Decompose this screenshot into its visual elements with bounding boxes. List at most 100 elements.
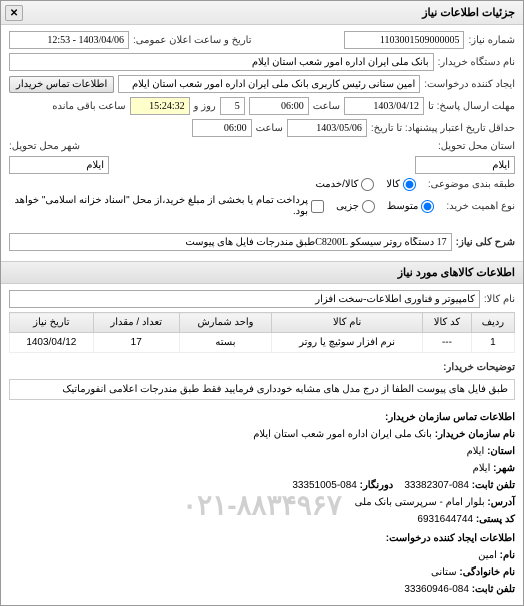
close-button[interactable]: ✕ xyxy=(5,5,23,21)
importance-partial-label: جزیی xyxy=(336,201,359,212)
situation-service-radio[interactable]: کالا/خدمت xyxy=(315,178,374,191)
buyer-device-label: نام دستگاه خریدار: xyxy=(438,57,515,68)
situation-service-input[interactable] xyxy=(361,178,374,191)
validity-date-input[interactable] xyxy=(287,119,367,137)
delivery-location-label: استان محل تحویل: xyxy=(438,141,515,152)
contact-province-label: استان: xyxy=(487,446,515,457)
validity-time-input[interactable] xyxy=(192,119,252,137)
delivery-city-input[interactable] xyxy=(9,156,109,174)
announce-date-input[interactable] xyxy=(9,31,129,49)
need-number-label: شماره نیاز: xyxy=(468,35,515,46)
col-name: نام کالا xyxy=(272,313,423,333)
contact-info-button[interactable]: اطلاعات تماس خریدار xyxy=(9,76,114,93)
creator-name-row: نام: امین xyxy=(9,548,515,564)
importance-medium-label: متوسط xyxy=(387,201,418,212)
cell-name: نرم افزار سوئیچ یا روتر xyxy=(272,333,423,353)
contact-org-value: بانک ملی ایران اداره امور شعب استان ایلا… xyxy=(253,429,432,440)
need-title-label: شرح کلی نیاز: xyxy=(456,237,515,248)
request-creator-label: ایجاد کننده درخواست: xyxy=(424,79,515,90)
row-importance: نوع اهمیت خرید: متوسط جزیی پرداخت تمام ی… xyxy=(9,195,515,217)
col-qty: تعداد / مقدار xyxy=(93,313,179,333)
cell-code: --- xyxy=(423,333,472,353)
response-remaining-label: ساعت باقی مانده xyxy=(52,101,125,112)
col-date: تاریخ نیاز xyxy=(10,313,94,333)
contact-section: ۰۲۱-۸۸۳۴۹۶۷ اطلاعات تماس سازمان خریدار: … xyxy=(1,404,523,605)
importance-partial-radio[interactable]: جزیی xyxy=(336,200,375,213)
creator-family-row: نام خانوادگی: ستانی xyxy=(9,565,515,581)
contact-city-label: شهر: xyxy=(493,463,515,474)
row-delivery-location: استان محل تحویل: شهر محل تحویل: xyxy=(9,141,515,152)
response-date-input[interactable] xyxy=(344,97,424,115)
contact-postal-row: کد پستی: 6931644744 xyxy=(9,512,515,528)
situation-goods-label: کالا xyxy=(386,179,400,190)
row-response-deadline: مهلت ارسال پاسخ: تا ساعت روز و ساعت باقی… xyxy=(9,97,515,115)
notes-label: توضیحات خریدار: xyxy=(443,362,515,373)
creator-tel-value: 084-33360946 xyxy=(404,584,469,595)
request-creator-input[interactable] xyxy=(118,75,420,93)
response-days-input[interactable] xyxy=(220,97,245,115)
importance-partial-input[interactable] xyxy=(362,200,375,213)
payment-checkbox-group[interactable]: پرداخت تمام یا بخشی از مبلغ خرید،از محل … xyxy=(9,195,324,217)
response-remaining-input[interactable] xyxy=(130,97,190,115)
contact-province-row: استان: ایلام xyxy=(9,444,515,460)
contact-fax-label: دورنگار: xyxy=(360,480,394,491)
contact-address-label: آدرس: xyxy=(487,497,515,508)
situation-label: طبقه بندی موضوعی: xyxy=(428,179,515,190)
col-row: ردیف xyxy=(471,313,514,333)
payment-checkbox[interactable] xyxy=(311,200,324,213)
cell-unit: بسته xyxy=(179,333,271,353)
row-need-title: شرح کلی نیاز: xyxy=(9,233,515,251)
contact-phone-row: تلفن ثابت: 084-33382307 دورنگار: 084-333… xyxy=(9,478,515,494)
goods-table: ردیف کد کالا نام کالا واحد شمارش تعداد /… xyxy=(9,312,515,353)
delivery-city-label: شهر محل تحویل: xyxy=(9,141,80,152)
contact-org-label: نام سازمان خریدار: xyxy=(435,429,515,440)
creator-tel-label: تلفن ثابت: xyxy=(472,584,515,595)
situation-goods-radio[interactable]: کالا xyxy=(386,178,416,191)
contact-address-value: بلوار امام - سرپرستی بانک ملی xyxy=(355,497,485,508)
dialog-header: جزئیات اطلاعات نیاز ✕ xyxy=(1,1,523,25)
row-need-number: شماره نیاز: تاریخ و ساعت اعلان عمومی: xyxy=(9,31,515,49)
table-row: 1 --- نرم افزار سوئیچ یا روتر بسته 17 14… xyxy=(10,333,515,353)
cell-qty: 17 xyxy=(93,333,179,353)
contact-city-value: ایلام xyxy=(473,463,491,474)
details-dialog: جزئیات اطلاعات نیاز ✕ شماره نیاز: تاریخ … xyxy=(0,0,524,606)
row-situation: طبقه بندی موضوعی: کالا کالا/خدمت xyxy=(9,178,515,191)
goods-table-header-row: ردیف کد کالا نام کالا واحد شمارش تعداد /… xyxy=(10,313,515,333)
buyer-device-input[interactable] xyxy=(9,53,434,71)
contact-header: اطلاعات تماس سازمان خریدار: xyxy=(9,410,515,426)
row-validity: حداقل تاریخ اعتبار پیشنهاد: تا تاریخ: سا… xyxy=(9,119,515,137)
contact-org-row: نام سازمان خریدار: بانک ملی ایران اداره … xyxy=(9,427,515,443)
contact-info: اطلاعات تماس سازمان خریدار: نام سازمان خ… xyxy=(9,410,515,598)
payment-note-label: پرداخت تمام یا بخشی از مبلغ خرید،از محل … xyxy=(9,195,308,217)
contact-phone-value: 084-33382307 xyxy=(404,480,469,491)
situation-goods-input[interactable] xyxy=(403,178,416,191)
form-section: شماره نیاز: تاریخ و ساعت اعلان عمومی: نا… xyxy=(1,25,523,261)
response-time-input[interactable] xyxy=(249,97,309,115)
dialog-title: جزئیات اطلاعات نیاز xyxy=(422,7,515,19)
creator-header: اطلاعات ایجاد کننده درخواست: xyxy=(9,531,515,547)
creator-family-label: نام خانوادگی: xyxy=(459,567,515,578)
contact-postal-label: کد پستی: xyxy=(476,514,515,525)
contact-phone-label: تلفن ثابت: xyxy=(472,480,515,491)
cell-idx: 1 xyxy=(471,333,514,353)
goods-section: نام کالا: ردیف کد کالا نام کالا واحد شما… xyxy=(1,284,523,359)
importance-medium-input[interactable] xyxy=(421,200,434,213)
need-number-input[interactable] xyxy=(344,31,464,49)
col-code: کد کالا xyxy=(423,313,472,333)
response-deadline-label: مهلت ارسال پاسخ: تا xyxy=(428,101,515,112)
goods-category-label: نام کالا: xyxy=(484,294,515,305)
contact-postal-value: 6931644744 xyxy=(417,514,473,525)
importance-medium-radio[interactable]: متوسط xyxy=(387,200,434,213)
goods-section-header: اطلاعات کالاهای مورد نیاز xyxy=(1,261,523,284)
row-request-creator: ایجاد کننده درخواست: اطلاعات تماس خریدار xyxy=(9,75,515,93)
delivery-province-input[interactable] xyxy=(415,156,515,174)
col-unit: واحد شمارش xyxy=(179,313,271,333)
validity-label: حداقل تاریخ اعتبار پیشنهاد: تا تاریخ: xyxy=(371,123,515,134)
importance-label: نوع اهمیت خرید: xyxy=(446,201,515,212)
need-title-input[interactable] xyxy=(9,233,452,251)
goods-category-input[interactable] xyxy=(9,290,480,308)
row-goods-category: نام کالا: xyxy=(9,290,515,308)
validity-time-label: ساعت xyxy=(256,123,283,134)
creator-tel-row: تلفن ثابت: 084-33360946 xyxy=(9,582,515,598)
contact-province-value: ایلام xyxy=(467,446,485,457)
